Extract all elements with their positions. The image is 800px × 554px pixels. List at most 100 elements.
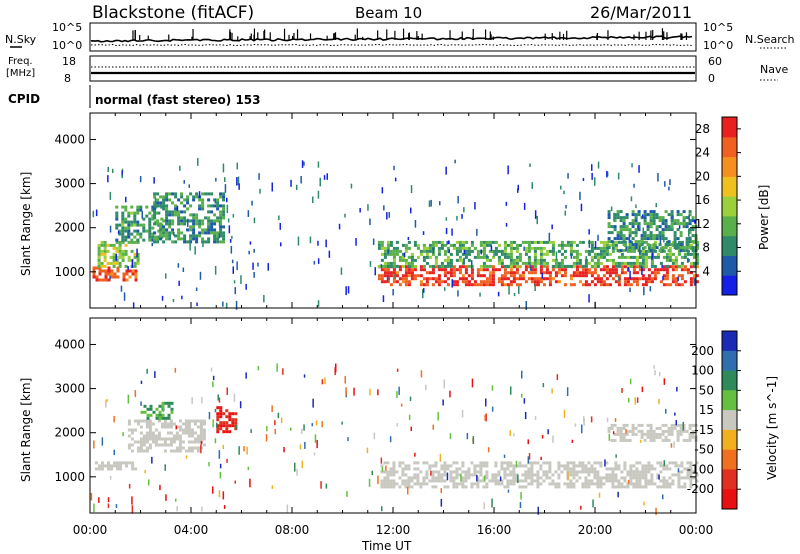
velocity-echo-cell bbox=[131, 467, 135, 471]
power-echo-cell bbox=[676, 237, 680, 241]
power-echo-scatter bbox=[182, 267, 185, 272]
velocity-echo-cell bbox=[110, 467, 113, 471]
velocity-echo-cell bbox=[632, 482, 636, 486]
power-echo-cell bbox=[165, 216, 169, 220]
velocity-colorbar-swatch bbox=[722, 350, 737, 372]
velocity-echo-cell bbox=[661, 429, 665, 433]
power-echo-cell bbox=[605, 271, 609, 275]
velocity-echo-scatter bbox=[286, 504, 289, 514]
power-echo-cell bbox=[428, 255, 432, 259]
power-echo-cell bbox=[643, 222, 647, 226]
power-echo-cell bbox=[121, 205, 125, 209]
power-echo-cell bbox=[156, 201, 160, 205]
power-echo-cell bbox=[551, 277, 555, 281]
power-echo-cell bbox=[614, 268, 618, 272]
power-echo-cell bbox=[509, 252, 513, 256]
velocity-echo-cell bbox=[599, 485, 603, 489]
power-echo-scatter bbox=[414, 220, 417, 228]
power-echo-cell bbox=[518, 274, 522, 278]
velocity-echo-cell bbox=[509, 464, 513, 468]
velocity-echo-cell bbox=[407, 476, 411, 480]
velocity-echo-cell bbox=[383, 479, 387, 483]
power-echo-cell bbox=[452, 280, 456, 284]
power-echo-cell bbox=[494, 240, 498, 244]
power-echo-scatter bbox=[386, 212, 388, 220]
noise-panel bbox=[89, 22, 697, 52]
power-echo-cell bbox=[650, 258, 654, 262]
power-echo-cell bbox=[107, 278, 111, 282]
velocity-echo-scatter bbox=[107, 497, 110, 503]
power-echo-cell bbox=[383, 280, 387, 284]
power-echo-cell bbox=[655, 228, 659, 232]
velocity-echo-cell bbox=[163, 419, 167, 423]
power-echo-cell bbox=[443, 268, 447, 272]
velocity-echo-scatter bbox=[663, 378, 666, 385]
power-echo-scatter bbox=[638, 165, 640, 173]
power-echo-scatter bbox=[423, 288, 425, 293]
velocity-echo-cell bbox=[617, 479, 621, 483]
power-echo-cell bbox=[434, 240, 438, 244]
velocity-echo-cell bbox=[530, 482, 534, 486]
power-echo-cell bbox=[130, 205, 134, 209]
velocity-echo-cell bbox=[216, 424, 220, 428]
velocity-echo-cell bbox=[503, 470, 507, 474]
power-echo-scatter bbox=[253, 217, 256, 224]
power-echo-cell bbox=[104, 278, 108, 282]
velocity-echo-cell bbox=[196, 446, 200, 450]
velocity-echo-scatter bbox=[191, 397, 193, 405]
velocity-echo-cell bbox=[512, 467, 516, 471]
power-echo-cell bbox=[153, 237, 157, 241]
power-echo-cell bbox=[130, 238, 134, 242]
velocity-echo-cell bbox=[665, 479, 669, 483]
power-echo-cell bbox=[673, 222, 677, 226]
power-echo-cell bbox=[664, 222, 668, 226]
power-echo-cell bbox=[204, 228, 208, 232]
power-echo-scatter bbox=[178, 280, 180, 286]
power-echo-cell bbox=[156, 204, 160, 208]
power-echo-cell bbox=[679, 243, 683, 247]
velocity-echo-cell bbox=[671, 482, 675, 486]
velocity-echo-cell bbox=[653, 467, 657, 471]
power-echo-scatter bbox=[388, 212, 390, 218]
power-echo-cell bbox=[470, 277, 474, 281]
power-echo-cell bbox=[635, 265, 639, 269]
power-echo-cell bbox=[679, 246, 683, 250]
power-echo-cell bbox=[536, 240, 540, 244]
power-echo-cell bbox=[527, 258, 531, 262]
velocity-echo-cell bbox=[548, 470, 552, 474]
power-echo-cell bbox=[494, 246, 498, 250]
power-echo-cell bbox=[542, 264, 546, 268]
velocity-echo-cell bbox=[533, 473, 537, 477]
power-echo-cell bbox=[425, 249, 429, 253]
power-echo-cell bbox=[680, 261, 684, 265]
velocity-echo-scatter bbox=[200, 444, 202, 454]
power-echo-cell bbox=[533, 280, 537, 284]
power-echo-cell bbox=[180, 219, 184, 223]
power-echo-cell bbox=[171, 240, 175, 244]
power-echo-cell bbox=[692, 255, 696, 259]
power-echo-scatter bbox=[271, 182, 273, 192]
velocity-echo-cell bbox=[452, 485, 456, 489]
power-echo-cell bbox=[159, 237, 163, 241]
power-echo-cell bbox=[635, 255, 639, 259]
power-echo-cell bbox=[192, 228, 196, 232]
power-echo-cell bbox=[425, 277, 429, 281]
power-echo-cell bbox=[180, 231, 184, 235]
power-echo-cell bbox=[109, 243, 113, 247]
velocity-echo-cell bbox=[619, 438, 623, 442]
velocity-echo-cell bbox=[596, 476, 600, 480]
power-echo-cell bbox=[383, 255, 387, 259]
velocity-echo-scatter bbox=[101, 437, 104, 446]
velocity-echo-cell bbox=[455, 485, 459, 489]
velocity-echo-scatter bbox=[201, 506, 203, 512]
power-echo-scatter bbox=[218, 233, 221, 239]
power-echo-cell bbox=[419, 283, 423, 287]
velocity-echo-scatter bbox=[315, 420, 318, 426]
power-echo-cell bbox=[590, 264, 594, 268]
power-echo-cell bbox=[634, 222, 638, 226]
velocity-echo-cell bbox=[652, 432, 656, 436]
power-echo-cell bbox=[156, 240, 160, 244]
power-echo-cell bbox=[581, 283, 585, 287]
velocity-echo-cell bbox=[464, 476, 468, 480]
power-echo-cell bbox=[539, 252, 543, 256]
